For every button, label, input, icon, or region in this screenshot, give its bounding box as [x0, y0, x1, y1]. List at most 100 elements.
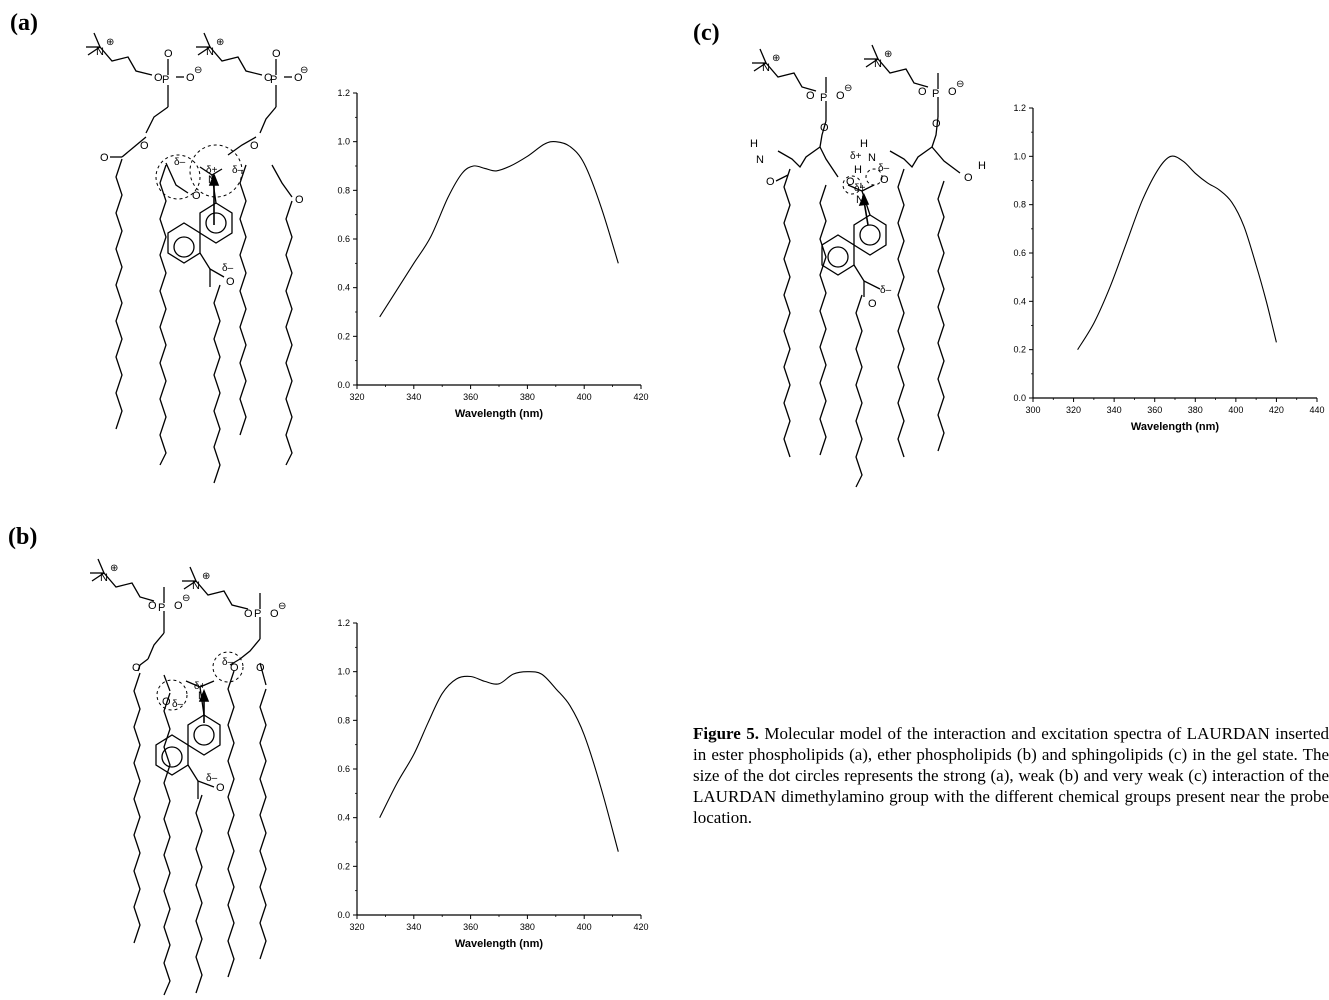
y-tick-label: 0.4: [337, 813, 350, 823]
y-tick-label: 0.0: [1013, 393, 1026, 403]
p-atom: P: [162, 74, 169, 86]
delta-minus-label: δ–: [222, 263, 234, 274]
x-tick-label: 360: [463, 392, 478, 402]
spectrum-series-line: [379, 141, 619, 318]
y-tick-label: 1.2: [1013, 103, 1026, 113]
panel-label-a: (a): [10, 10, 38, 36]
n-atom: N: [868, 152, 876, 164]
p-atom: P: [932, 88, 939, 100]
y-tick-label: 0.2: [1013, 345, 1026, 355]
o-atom: O: [250, 140, 259, 152]
delta-plus-label: δ+: [854, 183, 866, 194]
delta-minus-label: δ–: [880, 285, 892, 296]
n-atom: N: [856, 194, 864, 206]
h-atom: H: [978, 160, 986, 172]
excitation-spectrum-chart-b: 320 340 360 380 400 420 0.0 0.2 0.4 0.6 0.8 1.0 1.2 W…: [337, 618, 648, 950]
minus-charge-symbol: ⊖: [844, 83, 852, 94]
delta-plus-label: δ+: [850, 151, 862, 162]
plus-charge-symbol: ⊕: [110, 563, 118, 574]
delta-plus-label: δ+: [206, 165, 218, 176]
plus-charge-symbol: ⊕: [772, 53, 780, 64]
p-atom: P: [254, 608, 261, 620]
molecule-diagram-c: N ⊕ N ⊕ P P O O ⊖ O O ⊖ O O H N H N O O …: [750, 44, 986, 488]
x-axis-title: Wavelength (nm): [1131, 421, 1220, 433]
minus-charge-symbol: ⊖: [956, 79, 964, 90]
o-atom: O: [880, 174, 889, 186]
o-atom: O: [766, 176, 775, 188]
x-tick-label: 300: [1025, 405, 1040, 415]
plus-charge-symbol: ⊕: [884, 49, 892, 60]
x-axis-title: Wavelength (nm): [455, 938, 544, 950]
x-tick-label: 440: [1309, 405, 1324, 415]
n-atom: N: [100, 572, 108, 584]
o-atom: O: [164, 48, 173, 60]
x-tick-label: 400: [577, 392, 592, 402]
o-atom: O: [932, 118, 941, 130]
x-tick-label: 400: [1228, 405, 1243, 415]
o-atom: O: [270, 608, 279, 620]
o-atom: O: [295, 194, 304, 206]
o-atom: O: [868, 298, 877, 310]
p-atom: P: [270, 74, 277, 86]
o-atom: O: [226, 276, 235, 288]
y-tick-label: 1.0: [1013, 151, 1026, 161]
o-atom: O: [264, 72, 273, 84]
o-atom: O: [154, 72, 163, 84]
x-axis-title: Wavelength (nm): [455, 408, 544, 420]
x-tick-label: 340: [406, 392, 421, 402]
o-atom: O: [846, 176, 855, 188]
minus-charge-symbol: ⊖: [182, 593, 190, 604]
n-atom: N: [762, 62, 770, 74]
y-tick-label: 0.4: [337, 283, 350, 293]
molecule-diagram-a: N ⊕ N ⊕ P P O O O ⊖ O O O ⊖ O O O O O O …: [86, 32, 308, 484]
excitation-spectrum-chart-c: 300 320 340 360 380 400 420 440 0.0 0.2 0.4 0.6 0.8 1…: [1013, 103, 1324, 433]
y-tick-label: 0.2: [337, 861, 350, 871]
h-atom: H: [750, 138, 758, 150]
y-tick-label: 0.6: [337, 764, 350, 774]
n-atom: N: [874, 58, 882, 70]
o-atom: O: [256, 662, 265, 674]
plus-charge-symbol: ⊕: [106, 37, 114, 48]
delta-minus-label: δ–: [232, 165, 244, 176]
y-tick-label: 0.8: [337, 715, 350, 725]
x-tick-label: 340: [406, 922, 421, 932]
o-atom: O: [964, 172, 973, 184]
y-tick-label: 0.8: [1013, 200, 1026, 210]
delta-minus-label: δ–: [206, 773, 218, 784]
x-tick-label: 400: [577, 922, 592, 932]
molecule-diagram-b: N ⊕ N ⊕ P P O O ⊖ O O ⊖ O O O O N δ+ δ– …: [90, 558, 286, 996]
y-tick-label: 0.6: [1013, 248, 1026, 258]
o-atom: O: [918, 86, 927, 98]
o-atom: O: [820, 122, 829, 134]
n-atom: N: [96, 46, 104, 58]
excitation-spectrum-chart-a: 320 340 360 380 400 420 0.0 0.2 0.4 0.6 0.8 1.0 1.2 W…: [337, 88, 648, 420]
n-atom: N: [206, 46, 214, 58]
y-tick-label: 0.6: [337, 234, 350, 244]
plus-charge-symbol: ⊕: [216, 37, 224, 48]
figure-label: Figure 5.: [693, 724, 759, 743]
spectrum-series-line: [379, 671, 619, 852]
spectrum-series-line: [1077, 155, 1277, 350]
y-tick-label: 1.0: [337, 137, 350, 147]
o-atom: O: [140, 140, 149, 152]
minus-charge-symbol: ⊖: [300, 65, 308, 76]
o-atom: O: [806, 90, 815, 102]
o-atom: O: [948, 86, 957, 98]
minus-charge-symbol: ⊖: [278, 601, 286, 612]
p-atom: P: [158, 602, 165, 614]
y-tick-label: 0.0: [337, 910, 350, 920]
o-atom: O: [244, 608, 253, 620]
n-atom: N: [756, 154, 764, 166]
figure-caption: Figure 5. Molecular model of the interac…: [693, 723, 1329, 828]
x-tick-label: 420: [633, 392, 648, 402]
p-atom: P: [820, 92, 827, 104]
o-atom: O: [216, 782, 225, 794]
delta-minus-label: δ–: [174, 157, 186, 168]
x-tick-label: 320: [349, 922, 364, 932]
o-atom: O: [174, 600, 183, 612]
o-atom: O: [186, 72, 195, 84]
x-tick-label: 360: [463, 922, 478, 932]
x-tick-label: 420: [633, 922, 648, 932]
o-atom: O: [272, 48, 281, 60]
x-tick-label: 380: [520, 392, 535, 402]
